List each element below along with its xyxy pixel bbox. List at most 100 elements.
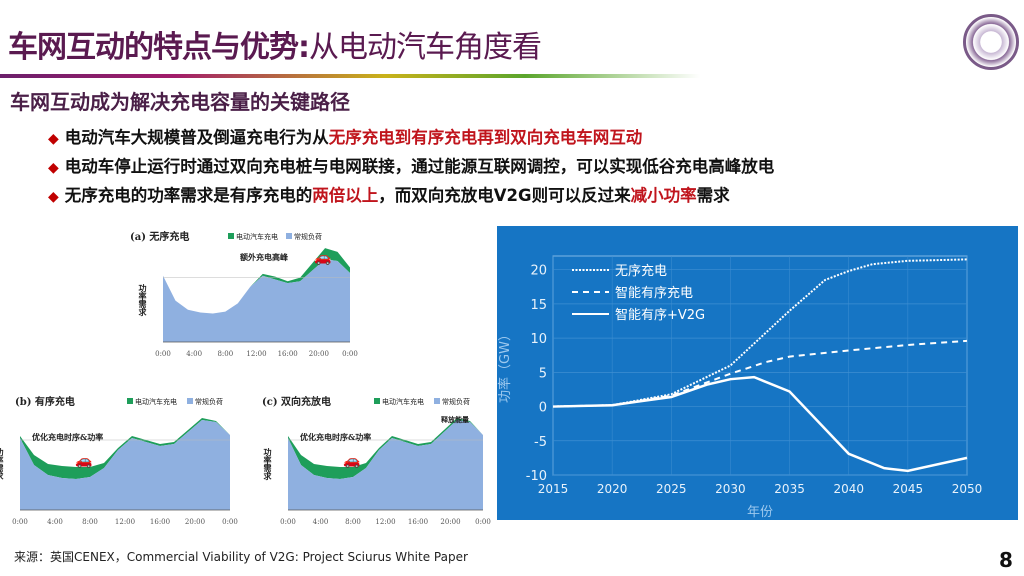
legend-ev: 电动汽车充电 <box>236 232 278 241</box>
title-light: 从电动汽车角度看 <box>309 30 542 65</box>
car-icon: 🚗 <box>75 453 92 469</box>
legend-swatch-ev <box>374 398 380 404</box>
y-tick-label: 5 <box>539 366 547 381</box>
mini-xtick: 4:00 <box>313 518 329 526</box>
mini-xtick: 16:00 <box>150 518 170 526</box>
mini-xtick: 4:00 <box>186 350 202 358</box>
x-tick-label: 2050 <box>952 482 983 496</box>
mini-xtick: 20:00 <box>309 350 329 358</box>
mini-xtick: 4:00 <box>47 518 63 526</box>
base-load-area <box>20 420 230 510</box>
legend-label: 智能有序充电 <box>615 285 693 301</box>
mini-xtick: 8:00 <box>82 518 98 526</box>
y-tick-label: -5 <box>534 435 547 450</box>
y-tick-label: 0 <box>539 401 547 416</box>
mini-xtick: 20:00 <box>185 518 205 526</box>
bullet-item: ◆ 电动汽车大规模普及倒逼充电行为从无序充电到有序充电再到双向充电车网互动 <box>48 124 642 148</box>
section-subtitle: 车网互动成为解决充电容量的关键路径 <box>10 90 350 114</box>
diamond-bullet-icon: ◆ <box>48 131 59 147</box>
university-seal-logo <box>963 14 1019 70</box>
x-tick-label: 2015 <box>538 482 569 496</box>
mini-chart-title: (c) 双向充放电 <box>262 395 331 408</box>
legend-swatch-base <box>434 398 440 404</box>
y-tick-label: 10 <box>530 332 547 347</box>
mini-xtick: 0:00 <box>155 350 171 358</box>
diamond-bullet-icon: ◆ <box>48 189 59 205</box>
mini-xtick: 8:00 <box>217 350 233 358</box>
x-tick-label: 2035 <box>774 482 805 496</box>
legend-ev: 电动汽车充电 <box>135 397 177 406</box>
legend-base: 常规负荷 <box>442 397 470 406</box>
y-tick-label: 20 <box>530 264 547 279</box>
title-bold: 车网互动的特点与优势: <box>8 30 310 65</box>
mini-xtick: 12:00 <box>246 350 266 358</box>
mini-annotation: 优化充电时序&功率 <box>32 432 103 442</box>
car-icon: 🚗 <box>314 250 331 266</box>
mini-xtick: 20:00 <box>440 518 460 526</box>
bullet-text: 电动汽车大规模普及倒逼充电行为从 <box>64 128 329 147</box>
series-line-1 <box>552 258 968 408</box>
mini-xtick: 0:00 <box>12 518 28 526</box>
slide-title: 车网互动的特点与优势:从电动汽车角度看 <box>8 22 542 66</box>
mini-xtick: 12:00 <box>115 518 135 526</box>
ev-charging-area <box>163 248 350 314</box>
mini-xtick: 16:00 <box>278 350 298 358</box>
bullet-text: 需求 <box>696 186 730 205</box>
base-load-area <box>288 420 483 510</box>
power-demand-plot: -10 -5 0 5 10 15 20 2015 2020 2025 2030 2035 2040 204… <box>497 255 983 520</box>
legend-ev: 电动汽车充电 <box>382 397 424 406</box>
power-demand-chart: -10 -5 0 5 10 15 20 2015 2020 2025 2030 2035 2040 204… <box>497 226 1018 520</box>
legend-label: 智能有序+V2G <box>615 308 705 323</box>
mini-ylabel: 功率需求 <box>262 447 273 481</box>
mini-xtick: 0:00 <box>342 350 358 358</box>
source-citation: 来源：英国CENEX，Commercial Viability of V2G: … <box>14 550 468 564</box>
x-tick-label: 2020 <box>597 482 628 496</box>
page-number: 8 <box>999 548 1013 572</box>
mini-xtick: 0:00 <box>222 518 238 526</box>
diamond-bullet-icon: ◆ <box>48 160 59 176</box>
y-tick-label: -10 <box>526 469 547 484</box>
mini-xtick: 12:00 <box>375 518 395 526</box>
legend-base: 常规负荷 <box>294 232 322 241</box>
mini-chart-title: (b) 有序充电 <box>15 395 75 408</box>
highlight-text: 减小功率 <box>630 186 697 205</box>
highlight-text: 两倍以上 <box>312 186 379 205</box>
gradient-divider <box>0 74 700 78</box>
highlight-text: 无序充电到有序充电再到双向充电车网互动 <box>328 128 643 147</box>
x-tick-label: 2030 <box>715 482 746 496</box>
x-tick-label: 2025 <box>656 482 687 496</box>
mini-ylabel: 功率需求 <box>137 283 148 317</box>
mini-xtick: 0:00 <box>280 518 296 526</box>
bullet-item: ◆ 无序充电的功率需求是有序充电的两倍以上，而双向充放电V2G则可以反过来减小功率… <box>48 182 730 206</box>
mini-xtick: 8:00 <box>345 518 361 526</box>
mini-xtick: 0:00 <box>475 518 491 526</box>
legend-swatch-ev <box>228 233 234 239</box>
x-tick-label: 2040 <box>833 482 864 496</box>
bullet-text: 电动车停止运行时通过双向充电桩与电网联接，通过能源互联网调控，可以实现低谷充电高… <box>64 157 775 176</box>
mini-chart-title: (a) 无序充电 <box>130 230 189 243</box>
base-load-area <box>163 259 350 342</box>
mini-annotation-2: 释放能量 <box>441 415 469 424</box>
y-axis-label: 功率（GW） <box>497 328 513 403</box>
mini-annotation: 优化充电时序&功率 <box>300 432 371 442</box>
x-axis-label: 年份 <box>747 505 773 520</box>
legend-swatch-base <box>187 398 193 404</box>
legend-swatch-ev <box>127 398 133 404</box>
legend-swatch-base <box>286 233 292 239</box>
legend-base: 常规负荷 <box>195 397 223 406</box>
mini-xtick: 16:00 <box>408 518 428 526</box>
bullet-item: ◆ 电动车停止运行时通过双向充电桩与电网联接，通过能源互联网调控，可以实现低谷充电… <box>48 153 774 177</box>
car-icon: 🚗 <box>343 453 360 469</box>
y-tick-label: 15 <box>530 298 547 313</box>
x-tick-label: 2045 <box>893 482 924 496</box>
series-line-2 <box>552 339 968 408</box>
mini-annotation: 额外充电高峰 <box>240 252 288 262</box>
mini-ylabel: 功率需求 <box>0 447 5 481</box>
bullet-text: ，而双向充放电V2G则可以反过来 <box>378 186 631 205</box>
series-line-3 <box>552 375 968 473</box>
bullet-text: 无序充电的功率需求是有序充电的 <box>64 186 313 205</box>
